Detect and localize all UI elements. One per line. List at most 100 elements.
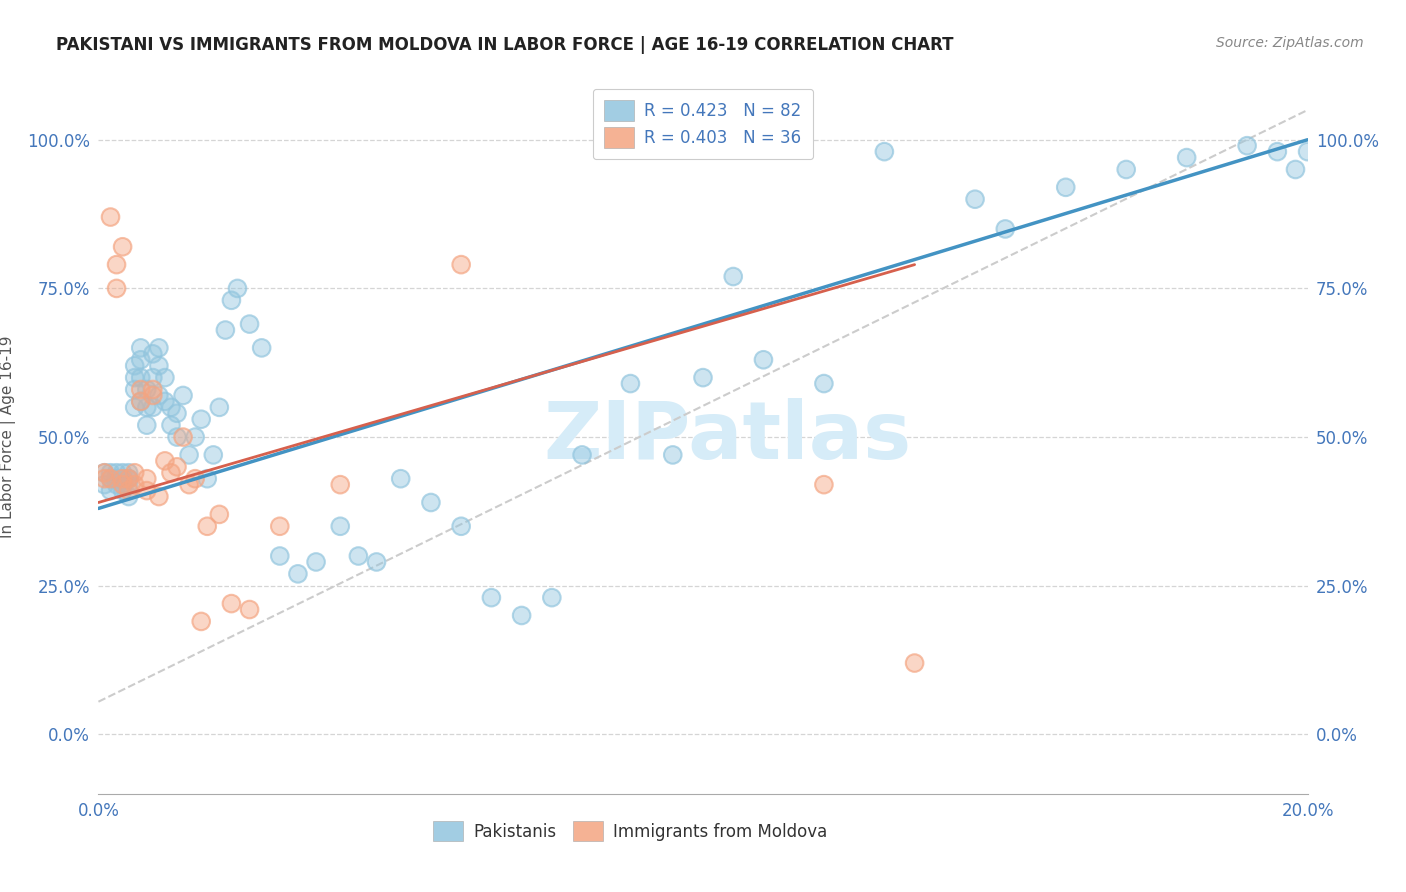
Point (873, 145, 896, 159)
Point (250, 341, 273, 355)
Point (111, 466, 134, 480)
Point (105, 472, 128, 486)
Point (118, 472, 141, 486)
Point (287, 566, 309, 581)
Point (1267, 145, 1289, 159)
Point (994, 222, 1017, 236)
Point (124, 477, 146, 491)
Point (481, 591, 503, 605)
Point (214, 323, 236, 337)
Point (172, 388, 194, 402)
Point (93, 466, 115, 480)
Point (184, 472, 207, 486)
Point (510, 608, 533, 623)
Point (111, 477, 134, 491)
Point (202, 448, 225, 462)
Point (111, 483, 134, 498)
Point (172, 430, 194, 444)
Point (111, 472, 134, 486)
Point (118, 466, 141, 480)
Point (723, 269, 745, 284)
Point (135, 483, 157, 498)
Point (1054, 180, 1077, 194)
Point (450, 519, 472, 533)
Point (1115, 162, 1137, 177)
Point (105, 466, 128, 480)
Point (118, 466, 141, 480)
Point (148, 359, 170, 373)
Point (142, 370, 165, 384)
Point (420, 495, 443, 509)
Point (93, 472, 115, 486)
Point (540, 591, 562, 605)
Point (752, 352, 775, 367)
Point (124, 359, 146, 373)
Point (129, 394, 152, 409)
Point (619, 376, 641, 391)
Point (166, 406, 188, 420)
Point (965, 192, 987, 206)
Point (239, 602, 262, 616)
Point (221, 293, 243, 308)
Point (166, 430, 188, 444)
Point (105, 281, 128, 295)
Point (135, 401, 157, 415)
Point (118, 490, 141, 504)
Point (239, 317, 262, 331)
Point (111, 477, 134, 491)
Point (148, 388, 170, 402)
Point (481, 591, 503, 605)
Point (179, 448, 201, 462)
Point (540, 591, 562, 605)
Point (153, 454, 176, 468)
Point (105, 472, 128, 486)
Point (111, 240, 134, 254)
Point (190, 412, 212, 426)
Point (619, 376, 641, 391)
Point (184, 430, 207, 444)
Point (366, 555, 388, 569)
Point (1236, 138, 1258, 153)
Point (347, 549, 370, 563)
Point (662, 448, 685, 462)
Point (208, 401, 231, 415)
Point (111, 240, 134, 254)
Point (148, 490, 170, 504)
Point (172, 430, 194, 444)
Point (148, 341, 170, 355)
Point (287, 566, 309, 581)
Point (190, 615, 212, 629)
Point (124, 401, 146, 415)
Point (93, 477, 115, 491)
Point (118, 472, 141, 486)
Point (184, 472, 207, 486)
Point (142, 401, 165, 415)
Point (179, 477, 201, 491)
Point (124, 466, 146, 480)
Point (184, 430, 207, 444)
Point (100, 472, 122, 486)
Point (202, 448, 225, 462)
Point (329, 519, 352, 533)
Point (813, 477, 835, 491)
Point (1267, 145, 1289, 159)
Point (208, 508, 231, 522)
Point (153, 370, 176, 384)
Point (124, 401, 146, 415)
Point (142, 383, 165, 397)
Y-axis label: In Labor Force | Age 16-19: In Labor Force | Age 16-19 (0, 335, 15, 539)
Point (994, 222, 1017, 236)
Point (208, 401, 231, 415)
Point (129, 394, 152, 409)
Point (111, 477, 134, 491)
Point (160, 418, 183, 433)
Point (329, 477, 352, 491)
Point (105, 258, 128, 272)
Point (111, 477, 134, 491)
Point (305, 555, 328, 569)
Point (129, 383, 152, 397)
Point (142, 347, 165, 361)
Point (214, 323, 236, 337)
Point (752, 352, 775, 367)
Point (93, 477, 115, 491)
